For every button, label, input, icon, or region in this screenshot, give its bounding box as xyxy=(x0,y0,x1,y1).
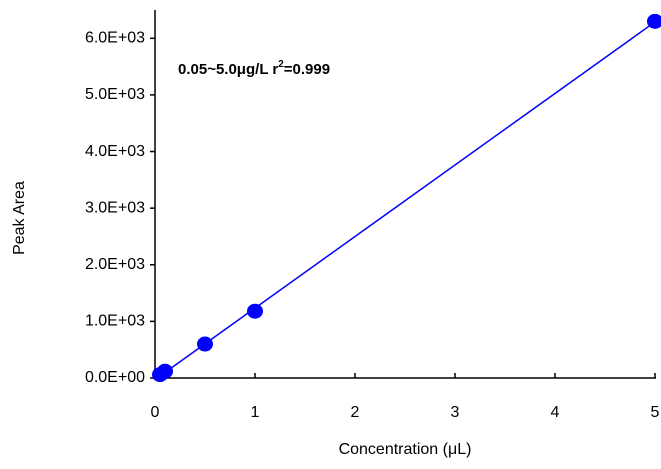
y-axis-label: Peak Area xyxy=(11,181,28,255)
y-tick-label: 5.0E+03 xyxy=(85,86,145,103)
y-tick-label: 4.0E+03 xyxy=(85,143,145,160)
x-tick-label: 4 xyxy=(551,404,560,421)
point xyxy=(157,363,173,379)
x-tick-label: 0 xyxy=(151,404,160,421)
annotation-sup: 2 xyxy=(278,59,284,70)
annotation-rest: =0.999 xyxy=(284,61,330,78)
annotation-text: 0.05~5.0μg/L r xyxy=(178,61,278,78)
annotation: 0.05~5.0μg/L r2=0.999 xyxy=(178,59,330,78)
y-tick-label: 1.0E+03 xyxy=(85,313,145,330)
y-tick-label: 2.0E+03 xyxy=(85,256,145,273)
y-tick-label: 3.0E+03 xyxy=(85,199,145,216)
point xyxy=(247,303,263,319)
point xyxy=(647,13,661,29)
y-tick-label: 0.0E+00 xyxy=(85,369,145,386)
x-axis-label: Concentration (μL) xyxy=(339,441,472,458)
x-tick-label: 1 xyxy=(251,404,260,421)
y-tick-label: 6.0E+03 xyxy=(85,30,145,47)
point xyxy=(197,336,213,352)
x-tick-label: 3 xyxy=(451,404,460,421)
x-tick-label: 2 xyxy=(351,404,360,421)
fit-line xyxy=(154,21,656,381)
x-tick-label: 5 xyxy=(651,404,660,421)
